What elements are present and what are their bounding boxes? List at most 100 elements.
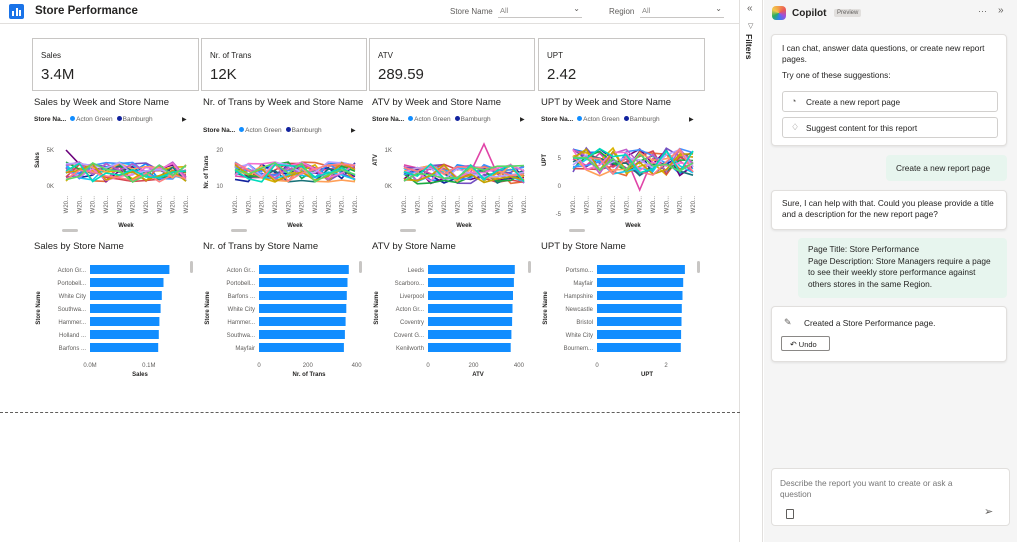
- kpi-card-sales[interactable]: Sales 3.4M: [32, 38, 199, 91]
- series-line[interactable]: [572, 153, 694, 173]
- x-tick-label: W20...: [571, 196, 577, 214]
- bar-chart[interactable]: Store Name Acton Gr... Portobell... Barfons…: [203, 256, 368, 381]
- more-options-icon[interactable]: ···: [978, 6, 987, 16]
- undo-label: Undo: [798, 340, 817, 349]
- x-tick-label: W20...: [598, 196, 604, 214]
- bar-chart[interactable]: Store Name Leeds Scarboro... Liverpool Acton…: [372, 256, 537, 381]
- line-chart[interactable]: ATV 1K 0K W20... W20... W20... W20... W20... W20…: [372, 132, 537, 232]
- suggestion-content[interactable]: ♢ Suggest content for this report: [782, 117, 998, 138]
- filters-label[interactable]: Filters: [744, 34, 754, 60]
- series-line[interactable]: [65, 162, 187, 183]
- vertical-scrollbar[interactable]: [190, 261, 193, 273]
- bar[interactable]: [597, 278, 684, 287]
- bar[interactable]: [90, 291, 162, 300]
- x-tick-label: W20...: [522, 196, 528, 214]
- chart-legend[interactable]: Store Na... Acton Green Bamburgh ▶: [34, 116, 187, 123]
- series-line[interactable]: [403, 164, 525, 182]
- kpi-card-upt[interactable]: UPT 2.42: [538, 38, 705, 91]
- horizontal-scrollbar[interactable]: [62, 229, 78, 232]
- y-axis-label: Store Name: [205, 291, 211, 325]
- legend-next-icon[interactable]: ▶: [182, 117, 187, 123]
- series-line[interactable]: [234, 161, 356, 179]
- series-line[interactable]: [234, 161, 356, 183]
- series-line[interactable]: [572, 148, 694, 170]
- suggestion-create-page[interactable]: ◔ Create a new report page: [782, 91, 998, 112]
- bar[interactable]: [259, 265, 349, 274]
- bar[interactable]: [428, 330, 512, 339]
- horizontal-scrollbar[interactable]: [231, 229, 247, 232]
- bar[interactable]: [597, 304, 682, 313]
- chart-legend[interactable]: Store Na... Acton Green Bamburgh ▶: [203, 127, 356, 134]
- x-tick-label: 400: [514, 363, 525, 369]
- series-line[interactable]: [234, 163, 356, 183]
- bar[interactable]: [597, 317, 682, 326]
- line-chart[interactable]: Nr. of Trans 20 10 W20... W20... W20... W20...…: [203, 132, 368, 232]
- line-chart[interactable]: UPT 5 0 -5 W20... W20... W20... W20... W20... W20…: [541, 132, 706, 232]
- copilot-input[interactable]: [780, 478, 980, 506]
- bar[interactable]: [259, 291, 347, 300]
- series-line[interactable]: [65, 162, 187, 183]
- bar[interactable]: [428, 317, 513, 326]
- bar[interactable]: [90, 330, 159, 339]
- kpi-card-atv[interactable]: ATV 289.59: [369, 38, 535, 91]
- legend-next-icon[interactable]: ▶: [520, 117, 525, 123]
- x-tick-label: 200: [303, 363, 314, 369]
- store-name-slicer[interactable]: All ⌄: [498, 3, 582, 18]
- legend-next-icon[interactable]: ▶: [351, 128, 356, 134]
- series-line[interactable]: [65, 169, 187, 183]
- bar[interactable]: [597, 330, 682, 339]
- bar-chart[interactable]: Store Name Acton Gr... Portobell... White C…: [34, 256, 199, 381]
- x-tick-label: W20...: [260, 196, 266, 214]
- bar[interactable]: [259, 330, 345, 339]
- bar[interactable]: [428, 291, 513, 300]
- legend-item: Bamburgh: [629, 116, 660, 123]
- region-slicer[interactable]: All ⌄: [640, 3, 724, 18]
- series-line[interactable]: [403, 163, 525, 184]
- user-message: Page Title: Store Performance Page Descr…: [798, 238, 1007, 298]
- x-axis-label: Week: [287, 223, 303, 229]
- send-icon[interactable]: ➢: [984, 506, 994, 518]
- bar[interactable]: [259, 343, 344, 352]
- bar[interactable]: [90, 343, 159, 352]
- bar[interactable]: [259, 317, 346, 326]
- category-label: Coventry: [400, 320, 424, 326]
- undo-button[interactable]: ↶ Undo: [781, 336, 830, 351]
- chart-legend[interactable]: Store Na... Acton Green Bamburgh ▶: [372, 116, 525, 123]
- series-line[interactable]: [234, 161, 356, 183]
- bar[interactable]: [259, 304, 347, 313]
- attach-icon[interactable]: [786, 509, 794, 519]
- bar[interactable]: [428, 278, 514, 287]
- legend-next-icon[interactable]: ▶: [689, 117, 694, 123]
- bar[interactable]: [90, 317, 160, 326]
- bar[interactable]: [259, 278, 348, 287]
- series-line[interactable]: [403, 164, 525, 177]
- horizontal-scrollbar[interactable]: [569, 229, 585, 232]
- bar[interactable]: [597, 343, 681, 352]
- bar[interactable]: [428, 265, 515, 274]
- line-chart[interactable]: Sales 5K 0K W20... W20... W20... W20... W20... W…: [34, 132, 199, 232]
- bar-chart[interactable]: Store Name Portsmo... Mayfair Hampshire Newc…: [541, 256, 706, 381]
- y-axis-label: Nr. of Trans: [204, 155, 210, 189]
- vertical-scrollbar[interactable]: [528, 261, 531, 273]
- bar[interactable]: [597, 291, 683, 300]
- x-axis-label: Week: [456, 223, 472, 229]
- copilot-title: Copilot: [792, 8, 827, 19]
- bar[interactable]: [90, 278, 164, 287]
- horizontal-scrollbar[interactable]: [400, 229, 416, 232]
- bar[interactable]: [90, 304, 161, 313]
- collapse-left-icon[interactable]: «: [747, 3, 753, 14]
- bar[interactable]: [428, 343, 511, 352]
- filters-pane[interactable]: « ▽ Filters: [741, 0, 763, 542]
- bar[interactable]: [90, 265, 170, 274]
- kpi-card-trans[interactable]: Nr. of Trans 12K: [201, 38, 367, 91]
- expand-right-icon[interactable]: »: [998, 5, 1004, 16]
- bar[interactable]: [428, 304, 513, 313]
- chart-legend[interactable]: Store Na... Acton Green Bamburgh ▶: [541, 116, 694, 123]
- copilot-response-card: ✎ Created a Store Performance page. ↶ Un…: [771, 306, 1007, 362]
- series-line[interactable]: [65, 163, 187, 182]
- series-line[interactable]: [572, 147, 694, 174]
- vertical-scrollbar[interactable]: [697, 261, 700, 273]
- vertical-scrollbar[interactable]: [359, 261, 362, 273]
- bar[interactable]: [597, 265, 685, 274]
- legend-item: Bamburgh: [122, 116, 153, 123]
